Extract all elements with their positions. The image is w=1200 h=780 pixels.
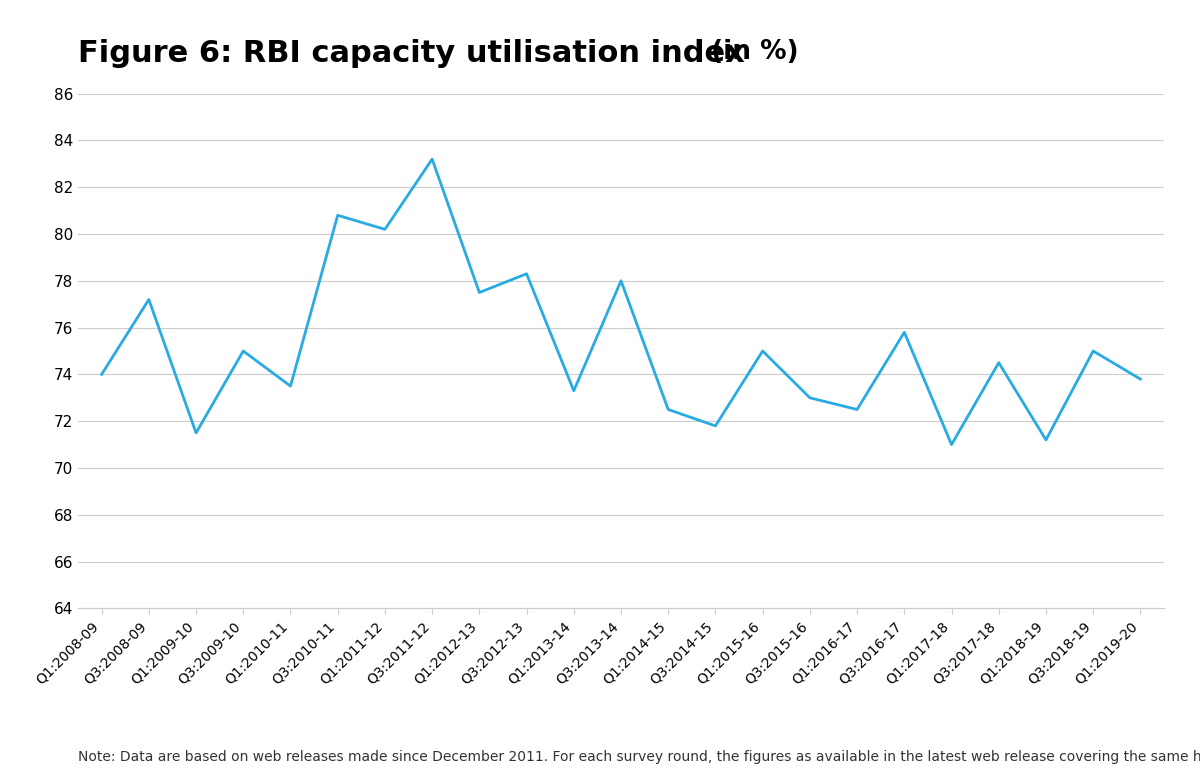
- Text: (in %): (in %): [702, 39, 799, 65]
- Text: Figure 6: RBI capacity utilisation index: Figure 6: RBI capacity utilisation index: [78, 39, 745, 68]
- Text: Note: Data are based on web releases made since December 2011. For each survey r: Note: Data are based on web releases mad…: [78, 750, 1200, 764]
